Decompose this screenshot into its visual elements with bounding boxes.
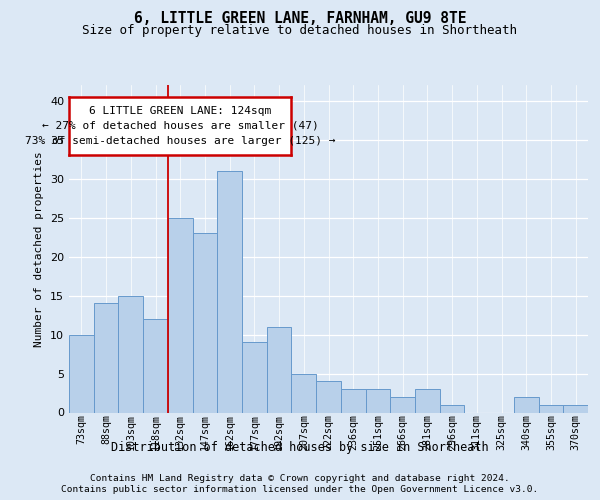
Bar [168, 218, 193, 412]
Bar [539, 404, 563, 412]
Text: 6 LITTLE GREEN LANE: 124sqm
← 27% of detached houses are smaller (47)
73% of sem: 6 LITTLE GREEN LANE: 124sqm ← 27% of det… [25, 106, 335, 146]
Bar [193, 233, 217, 412]
Bar [316, 382, 341, 412]
Bar [118, 296, 143, 412]
Text: Distribution of detached houses by size in Shortheath: Distribution of detached houses by size … [111, 441, 489, 454]
Bar [143, 319, 168, 412]
Bar [514, 397, 539, 412]
Bar [440, 404, 464, 412]
Text: Contains public sector information licensed under the Open Government Licence v3: Contains public sector information licen… [61, 485, 539, 494]
Bar [94, 304, 118, 412]
Bar [292, 374, 316, 412]
Text: 6, LITTLE GREEN LANE, FARNHAM, GU9 8TE: 6, LITTLE GREEN LANE, FARNHAM, GU9 8TE [134, 11, 466, 26]
Bar [217, 171, 242, 412]
Bar [365, 389, 390, 412]
Text: Size of property relative to detached houses in Shortheath: Size of property relative to detached ho… [83, 24, 517, 37]
Bar [267, 326, 292, 412]
Bar [242, 342, 267, 412]
Bar [341, 389, 365, 412]
Text: Contains HM Land Registry data © Crown copyright and database right 2024.: Contains HM Land Registry data © Crown c… [90, 474, 510, 483]
Bar [69, 334, 94, 412]
Bar [563, 404, 588, 412]
Y-axis label: Number of detached properties: Number of detached properties [34, 151, 44, 346]
Bar [415, 389, 440, 412]
Bar [390, 397, 415, 412]
